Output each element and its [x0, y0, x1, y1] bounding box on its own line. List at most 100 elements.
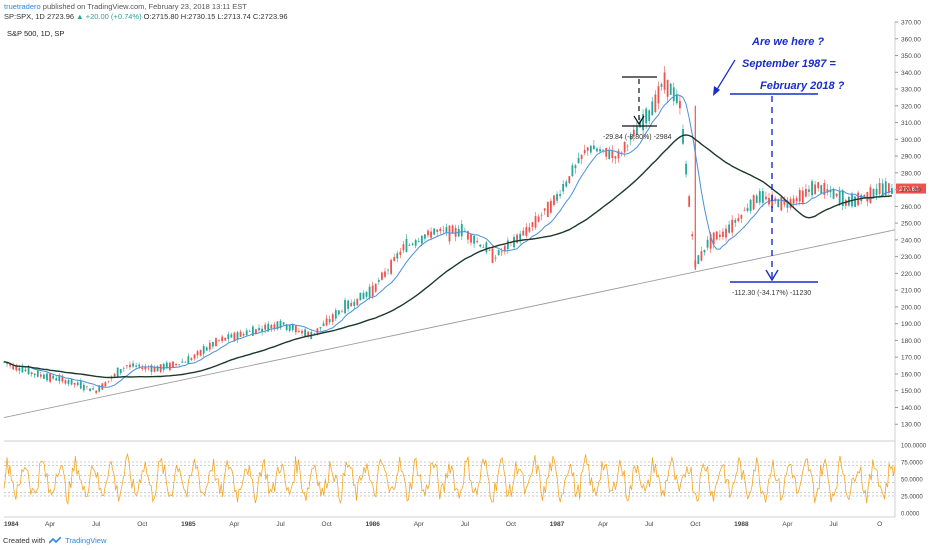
candle-body	[553, 195, 555, 206]
candle-body	[86, 386, 88, 388]
candle-body	[39, 374, 42, 377]
candle-body	[141, 367, 144, 370]
candle-body	[328, 319, 331, 323]
footer: Created with TradingView	[3, 536, 106, 545]
price-tick-label: 350.00	[901, 53, 921, 60]
candle-body	[24, 369, 27, 372]
candle-body	[660, 84, 663, 87]
candle-body	[513, 237, 515, 248]
quote-line: SP:SPX, 1D 2723.96 ▲ +20.00 (+0.74%) O:2…	[4, 12, 288, 22]
candle-body	[73, 383, 76, 385]
candle-body	[675, 94, 678, 104]
tradingview-logo-icon	[49, 536, 62, 544]
candle-body	[242, 334, 245, 336]
range-arrow-icon	[765, 269, 779, 282]
candle-body	[89, 388, 91, 392]
candle-body	[817, 182, 820, 189]
candle-body	[205, 347, 208, 351]
time-tick-label: 1988	[734, 521, 749, 528]
last-price-label: 270.62	[899, 186, 919, 193]
candle-body	[178, 364, 181, 365]
candle-body	[712, 232, 715, 245]
candle-body	[540, 214, 543, 216]
candle-body	[107, 380, 110, 382]
chart-grid	[4, 22, 896, 518]
price-tick-label: 150.00	[901, 388, 921, 395]
candle-body	[390, 259, 393, 274]
created-with-label: Created with	[3, 536, 46, 545]
price-tick-label: 180.00	[901, 338, 921, 345]
price-tick-label: 240.00	[901, 237, 921, 244]
candle-body	[706, 239, 709, 248]
candle-body	[731, 219, 734, 233]
candle-body	[823, 183, 826, 195]
candle-body	[749, 199, 752, 211]
candle-body	[841, 190, 844, 206]
candle-body	[887, 183, 890, 193]
time-tick-label: Oct	[690, 521, 700, 528]
time-tick-label: Oct	[322, 521, 332, 528]
candle-body	[393, 257, 396, 261]
time-tick-label: 1985	[181, 521, 196, 528]
candle-body	[645, 108, 648, 124]
candle-body	[417, 241, 420, 242]
tradingview-brand[interactable]: TradingView	[65, 536, 107, 545]
candle-body	[866, 192, 869, 202]
candle-body	[454, 227, 457, 237]
candle-body	[682, 129, 684, 144]
author-link[interactable]: truetradero	[4, 2, 41, 11]
oscillator-tick-label: 100.0000	[901, 444, 927, 450]
candle-body	[792, 198, 795, 204]
price-tick-label: 210.00	[901, 288, 921, 295]
candle-body	[82, 384, 85, 391]
oscillator-tick-label: 25.0000	[901, 495, 923, 501]
price-tick-label: 340.00	[901, 70, 921, 77]
candle-body	[743, 210, 746, 211]
candle-body	[586, 147, 589, 151]
time-tick-label: 1984	[4, 521, 19, 528]
price-tick-label: 200.00	[901, 304, 921, 311]
time-axis: 1984 Apr Jul Oct 1985 Apr Jul Oct 1986 Apr Jul Oct 1…	[4, 521, 882, 528]
candle-body	[811, 181, 813, 196]
candle-body	[79, 381, 82, 389]
candle-body	[76, 382, 79, 386]
candle-body	[559, 194, 562, 196]
candle-body	[414, 239, 417, 246]
candle-body	[245, 330, 248, 336]
candle-body	[276, 321, 279, 330]
price-tick-label: 370.00	[901, 20, 921, 27]
candle-body	[485, 242, 488, 253]
candle-body	[700, 251, 703, 261]
candle-body	[279, 320, 282, 328]
trendline	[3, 229, 896, 418]
candle-body	[12, 364, 15, 370]
price-tick-label: 250.00	[901, 221, 921, 228]
candle-body	[144, 366, 147, 370]
candle-body	[639, 121, 641, 128]
oscillator-tick-label: 75.0000	[901, 461, 923, 467]
candle-body	[365, 291, 368, 297]
publish-info: published on TradingView.com, February 2…	[42, 2, 247, 11]
candle-body	[138, 364, 141, 367]
candle-body	[740, 214, 743, 219]
candle-body	[654, 94, 657, 112]
candle-body	[891, 188, 893, 194]
candle-body	[629, 135, 632, 140]
candle-body	[187, 356, 190, 364]
candle-body	[725, 228, 727, 238]
candle-body	[347, 300, 350, 309]
price-tick-label: 190.00	[901, 321, 921, 328]
candle-body	[122, 368, 125, 369]
candle-body	[439, 228, 442, 232]
candle-body	[190, 358, 193, 361]
candle-body	[150, 365, 153, 372]
candle-body	[672, 87, 675, 102]
price-tick-label: 320.00	[901, 103, 921, 110]
candle-body	[165, 362, 168, 369]
candlesticks	[3, 65, 893, 395]
time-tick-label: Apr	[414, 521, 425, 528]
candle-body	[215, 338, 217, 346]
candle-body	[795, 198, 798, 202]
candle-body	[771, 194, 774, 208]
